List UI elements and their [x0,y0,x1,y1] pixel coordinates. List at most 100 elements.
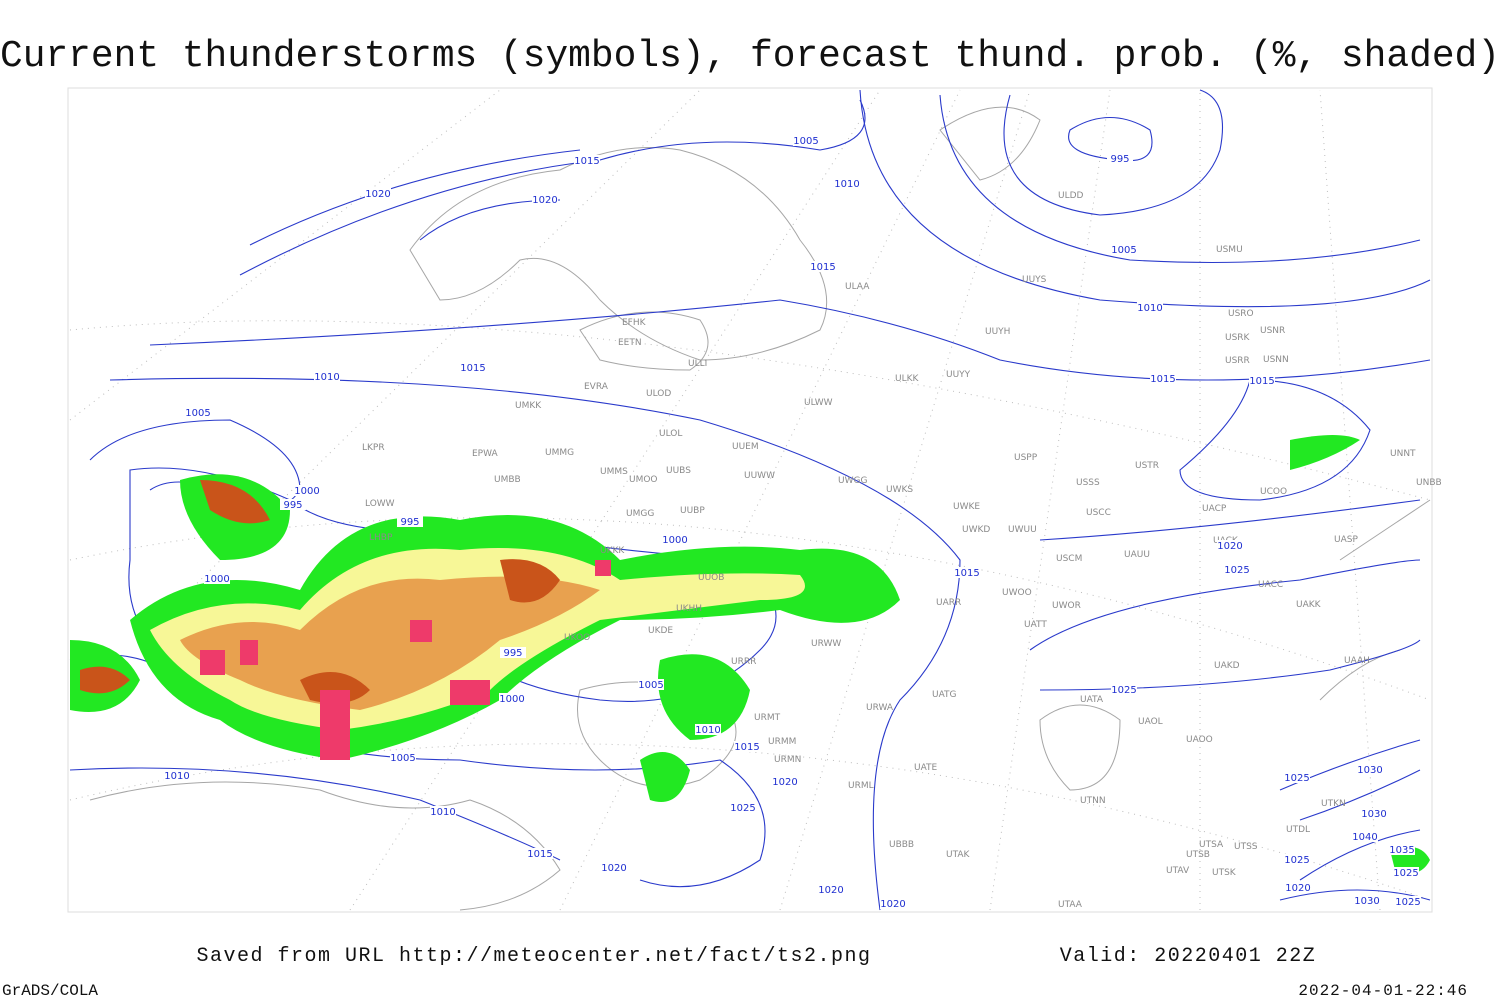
station-label: UAKD [1214,661,1240,671]
isobar-label-bg [1393,867,1419,878]
title: Current thunderstorms (symbols), forecas… [0,35,1500,78]
station-label: ULDD [1058,191,1084,201]
isobar-label: 1015 [1150,374,1175,385]
isobar-label-bg [280,499,306,510]
isobar-label-bg [1352,831,1378,842]
isobar-label: 1020 [1217,541,1242,552]
station-label: UTKN [1321,799,1346,809]
isobar-label-bg [1284,854,1310,865]
isobar-label: 1020 [532,195,557,206]
station-label: UAKK [1296,600,1322,610]
station-label: UWKS [886,485,913,495]
isobar-label: 1010 [430,807,455,818]
station-label: UTSK [1212,868,1237,878]
station-label: UMKK [515,401,542,411]
station-label: UMGG [626,509,654,519]
isobar-label-bg [1389,844,1415,855]
station-label: UNBB [1416,478,1442,488]
station-label: ULOD [646,389,671,399]
isobar-label-bg [810,261,836,272]
station-label: UAOO [1186,735,1213,745]
isobar-label-bg [1395,896,1421,907]
station-label: UTSA [1199,840,1224,850]
isobar-label-bg [734,741,760,752]
station-label: UUBP [680,506,705,516]
isobar-label: 1030 [1354,896,1379,907]
isobar-label-bg [1107,153,1133,164]
isobar-label-bg [1111,244,1137,255]
station-label: LOWW [365,499,395,509]
isobar-label: 1020 [880,899,905,910]
station-label: URWA [866,703,894,713]
isobar-label: 1010 [1137,303,1162,314]
station-label: USSS [1076,478,1100,488]
isobar-label-bg [1111,684,1137,695]
isobar-label-bg [793,135,819,146]
station-label: UUWW [744,471,775,481]
station-label: URWW [811,639,841,649]
isobar-label: 1015 [734,742,759,753]
isobar-label-bg [532,194,558,205]
isobar-label: 995 [400,517,419,528]
isobar-label: 1020 [772,777,797,788]
isobar-label: 1010 [834,179,859,190]
isobar-label-bg [574,155,600,166]
isobar-label-bg [1284,772,1310,783]
isobar-label: 1020 [365,189,390,200]
isobar-label: 1020 [1285,883,1310,894]
station-label: URMT [754,713,781,723]
station-label: USRR [1225,356,1250,366]
isobar-label-bg [695,724,721,735]
isobar-label: 1025 [1395,897,1420,908]
station-label: UMBB [494,475,521,485]
station-label: UASP [1334,535,1358,545]
isobar-label: 1015 [460,363,485,374]
isobar-label: 1015 [574,156,599,167]
isobar-label: 995 [1110,154,1129,165]
station-label: EETN [618,338,642,348]
isobar-label: 1025 [1393,868,1418,879]
station-label: UAOL [1138,717,1163,727]
isobar-label: 1005 [793,136,818,147]
station-label: LHBP [369,533,393,543]
isobar-label-bg [185,407,211,418]
station-label: URRR [731,657,756,667]
station-label: UBBB [889,840,914,850]
isobar-label-bg [1137,302,1163,313]
isobar-label-bg [954,567,980,578]
station-label: USNR [1260,326,1285,336]
isobar-label: 1025 [1224,565,1249,576]
station-label: UTDL [1286,825,1310,835]
station-label: ULLI [688,359,707,369]
station-label: UTAK [946,850,971,860]
isobar-label-bg [397,516,423,527]
station-label: URML [848,781,874,791]
station-label: USNN [1263,355,1289,365]
isobar-label-bg [1361,808,1387,819]
isobar-label-bg [1357,764,1383,775]
station-label: USCC [1086,508,1111,518]
station-label: UKDE [648,626,673,636]
station-label: UATT [1024,620,1047,630]
station-label: USPP [1014,453,1038,463]
isobar-label-bg [294,485,320,496]
isobar-label-bg [430,806,456,817]
isobar-label-bg [1217,540,1243,551]
station-label: UTNN [1080,796,1106,806]
isobar-label: 1040 [1352,832,1377,843]
isobar-label-bg [1150,373,1176,384]
station-label: UUYY [946,370,971,380]
station-label: USCM [1056,554,1082,564]
station-label: USRK [1225,333,1251,343]
isobar-label: 1005 [390,753,415,764]
station-label: UTAV [1166,866,1190,876]
station-label: URMN [774,755,801,765]
station-label: UACP [1202,504,1227,514]
station-label: EVRA [584,382,609,392]
station-label: UUYS [1022,275,1047,285]
isobar-label-bg [460,362,486,373]
isobar-label: 1005 [185,408,210,419]
isobar-label-bg [880,898,906,909]
station-label: UKOO [564,633,590,643]
